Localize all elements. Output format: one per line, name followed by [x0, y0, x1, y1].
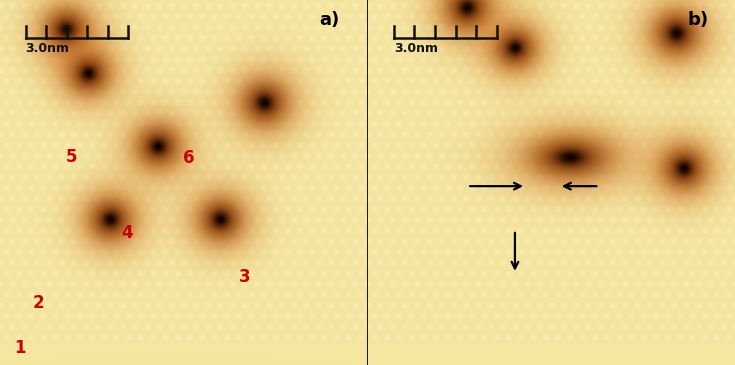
Text: a): a) [319, 11, 340, 29]
Text: b): b) [687, 11, 709, 29]
Text: 3.0nm: 3.0nm [394, 42, 438, 55]
Text: 4: 4 [121, 224, 132, 242]
Text: 6: 6 [184, 149, 195, 166]
Text: 5: 5 [66, 148, 77, 166]
Text: 1: 1 [15, 339, 26, 357]
Text: 3.0nm: 3.0nm [26, 42, 70, 55]
Text: 3: 3 [238, 268, 250, 286]
Text: 2: 2 [33, 294, 45, 312]
